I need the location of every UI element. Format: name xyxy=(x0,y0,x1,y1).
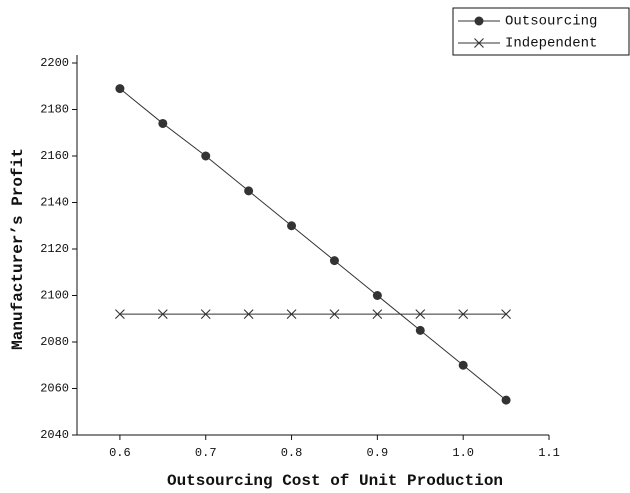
x-tick-label: 0.6 xyxy=(109,446,131,460)
point xyxy=(458,309,469,319)
y-axis-title: Manufacturer’s Profit xyxy=(9,148,27,350)
x-tick-label: 1.1 xyxy=(538,446,560,460)
point xyxy=(501,309,511,319)
point xyxy=(115,309,125,319)
point xyxy=(329,256,339,266)
y-tick-label: 2120 xyxy=(40,242,69,256)
x-tick-label: 0.8 xyxy=(281,446,303,460)
y-tick-label: 2200 xyxy=(40,56,69,70)
point xyxy=(415,309,426,319)
legend-label: Outsourcing xyxy=(505,14,597,30)
y-tick-label: 2060 xyxy=(40,382,69,396)
y-tick-label: 2160 xyxy=(40,149,69,163)
point xyxy=(243,309,254,319)
legend-marker xyxy=(474,38,484,48)
legend-marker xyxy=(474,16,484,26)
x-tick-label: 1.0 xyxy=(452,446,474,460)
point xyxy=(372,291,382,300)
x-axis-title: Outsourcing Cost of Unit Production xyxy=(167,472,503,490)
x-tick-label: 0.9 xyxy=(367,446,389,460)
point xyxy=(372,309,383,319)
point xyxy=(158,118,168,128)
point xyxy=(200,309,211,319)
point xyxy=(157,309,168,319)
legend-box xyxy=(452,7,630,56)
point xyxy=(115,84,125,94)
point xyxy=(501,395,511,405)
y-tick-label: 2100 xyxy=(40,289,69,303)
point xyxy=(329,309,340,319)
x-tick-label: 0.7 xyxy=(195,446,217,460)
point xyxy=(286,309,297,319)
point xyxy=(415,325,425,335)
y-tick-label: 2180 xyxy=(40,103,69,117)
y-tick-label: 2040 xyxy=(40,428,69,442)
point xyxy=(244,186,254,196)
point xyxy=(458,360,468,370)
legend-label: Independent xyxy=(505,36,597,52)
point xyxy=(287,221,297,231)
y-tick-label: 2140 xyxy=(40,196,69,210)
series-line xyxy=(119,88,507,401)
point xyxy=(201,151,211,161)
y-tick-label: 2080 xyxy=(40,335,69,349)
